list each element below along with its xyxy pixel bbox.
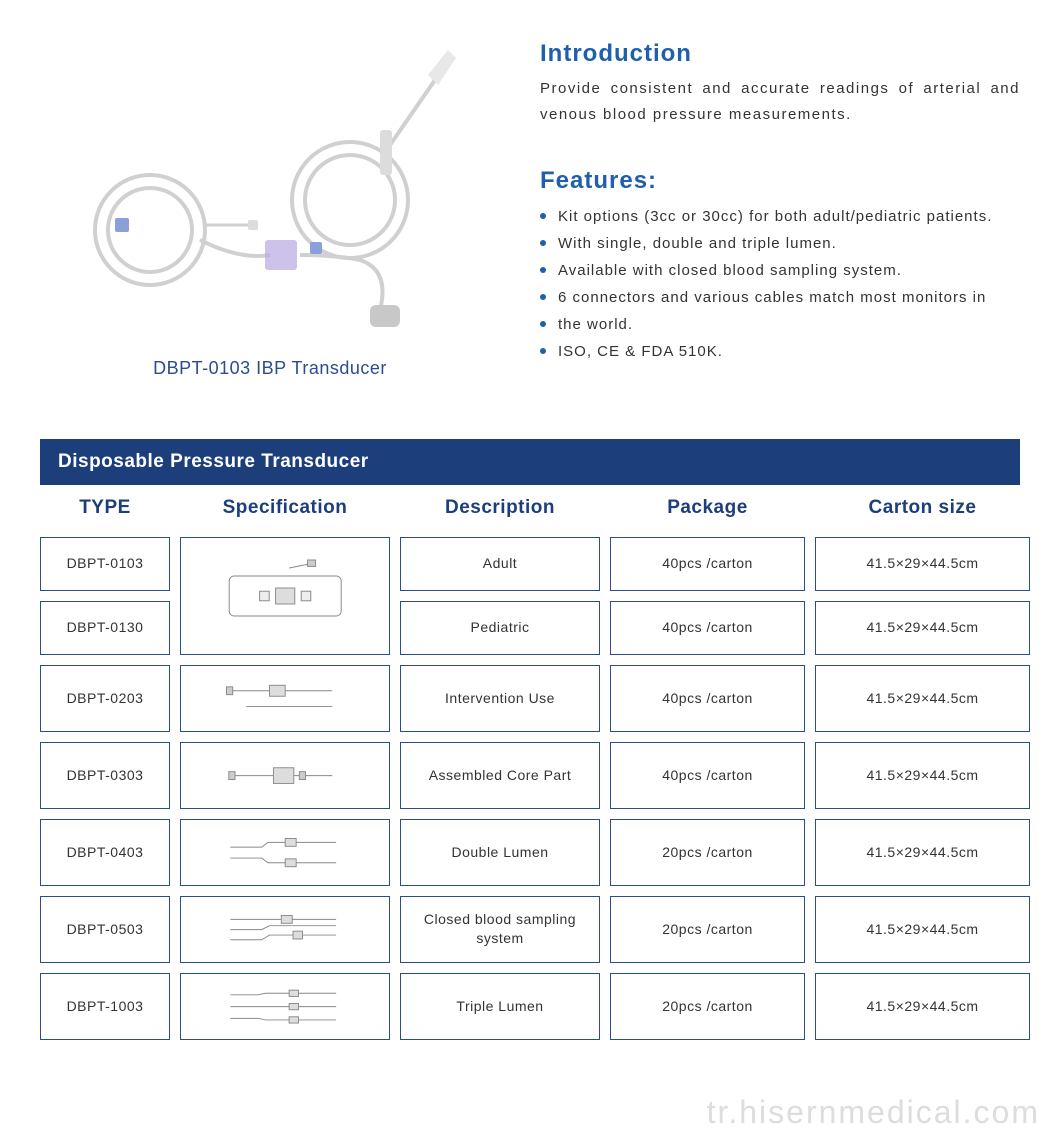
cell-desc: Double Lumen <box>400 819 600 886</box>
cell-spec <box>180 973 390 1040</box>
cell-type: DBPT-0503 <box>40 896 170 963</box>
col-header-type: TYPE <box>40 491 170 525</box>
cell-carton: 41.5×29×44.5cm <box>815 665 1030 732</box>
feature-item: Available with closed blood sampling sys… <box>540 257 1020 284</box>
cell-spec <box>180 742 390 809</box>
feature-item: the world. <box>540 311 1020 338</box>
col-header-pkg: Package <box>610 491 805 525</box>
cell-pkg: 20pcs /carton <box>610 973 805 1040</box>
cell-pkg: 40pcs /carton <box>610 742 805 809</box>
watermark: tr.hisernmedical.com <box>707 1094 1040 1131</box>
product-image <box>40 30 460 350</box>
product-caption: DBPT-0103 IBP Transducer <box>40 358 500 379</box>
cell-spec <box>180 665 390 732</box>
cell-spec <box>180 537 390 655</box>
features-list: Kit options (3cc or 30cc) for both adult… <box>540 203 1020 365</box>
table-title-bar: Disposable Pressure Transducer <box>40 439 1020 485</box>
info-column: Introduction Provide consistent and accu… <box>540 30 1020 379</box>
feature-item: 6 connectors and various cables match mo… <box>540 284 1020 311</box>
spec-diagram-icon <box>197 756 373 795</box>
cell-type: DBPT-0403 <box>40 819 170 886</box>
cell-desc: Assembled Core Part <box>400 742 600 809</box>
table-row: DBPT-0303 Assembled Core Part 40pcs /car… <box>40 742 1020 809</box>
col-header-desc: Description <box>400 491 600 525</box>
feature-item: ISO, CE & FDA 510K. <box>540 338 1020 365</box>
table-row: DBPT-0403 Double Lumen 20pcs /carton 41.… <box>40 819 1020 886</box>
table-row: DBPT-0203 Intervention Use 40pcs /carton… <box>40 665 1020 732</box>
table-header-row: TYPE Specification Description Package C… <box>40 491 1020 525</box>
features-heading: Features: <box>540 167 1020 195</box>
spec-diagram-icon <box>197 987 373 1026</box>
cell-carton: 41.5×29×44.5cm <box>815 896 1030 963</box>
cell-type: DBPT-0130 <box>40 601 170 655</box>
product-column: DBPT-0103 IBP Transducer <box>40 30 500 379</box>
transducer-illustration-icon <box>40 30 460 350</box>
table-row: DBPT-1003 Triple Lumen 20pcs /carton 41.… <box>40 973 1020 1040</box>
cell-desc: Intervention Use <box>400 665 600 732</box>
spec-diagram-icon <box>197 910 373 949</box>
spec-table: TYPE Specification Description Package C… <box>40 491 1020 1040</box>
cell-type: DBPT-0103 <box>40 537 170 591</box>
cell-desc: Triple Lumen <box>400 973 600 1040</box>
cell-desc: Pediatric <box>400 601 600 655</box>
cell-type: DBPT-0303 <box>40 742 170 809</box>
cell-pkg: 40pcs /carton <box>610 537 805 591</box>
feature-item: Kit options (3cc or 30cc) for both adult… <box>540 203 1020 230</box>
spec-diagram-icon <box>197 556 373 636</box>
feature-item: With single, double and triple lumen. <box>540 230 1020 257</box>
table-row-group: DBPT-0103 Adult 40pcs /carton 41.5×29×44… <box>40 537 1020 655</box>
cell-carton: 41.5×29×44.5cm <box>815 601 1030 655</box>
cell-pkg: 20pcs /carton <box>610 896 805 963</box>
cell-pkg: 40pcs /carton <box>610 665 805 732</box>
cell-carton: 41.5×29×44.5cm <box>815 742 1030 809</box>
cell-desc: Closed blood sampling system <box>400 896 600 963</box>
cell-carton: 41.5×29×44.5cm <box>815 537 1030 591</box>
spec-diagram-icon <box>197 833 373 872</box>
intro-text: Provide consistent and accurate readings… <box>540 76 1020 127</box>
col-header-spec: Specification <box>180 491 390 525</box>
spec-diagram-icon <box>197 679 373 718</box>
cell-carton: 41.5×29×44.5cm <box>815 819 1030 886</box>
cell-spec <box>180 896 390 963</box>
intro-heading: Introduction <box>540 40 1020 68</box>
col-header-carton: Carton size <box>815 491 1030 525</box>
cell-pkg: 20pcs /carton <box>610 819 805 886</box>
cell-carton: 41.5×29×44.5cm <box>815 973 1030 1040</box>
cell-desc: Adult <box>400 537 600 591</box>
cell-type: DBPT-0203 <box>40 665 170 732</box>
cell-type: DBPT-1003 <box>40 973 170 1040</box>
cell-pkg: 40pcs /carton <box>610 601 805 655</box>
cell-spec <box>180 819 390 886</box>
top-section: DBPT-0103 IBP Transducer Introduction Pr… <box>40 30 1020 379</box>
table-row: DBPT-0503 Closed blood sampling system 2… <box>40 896 1020 963</box>
